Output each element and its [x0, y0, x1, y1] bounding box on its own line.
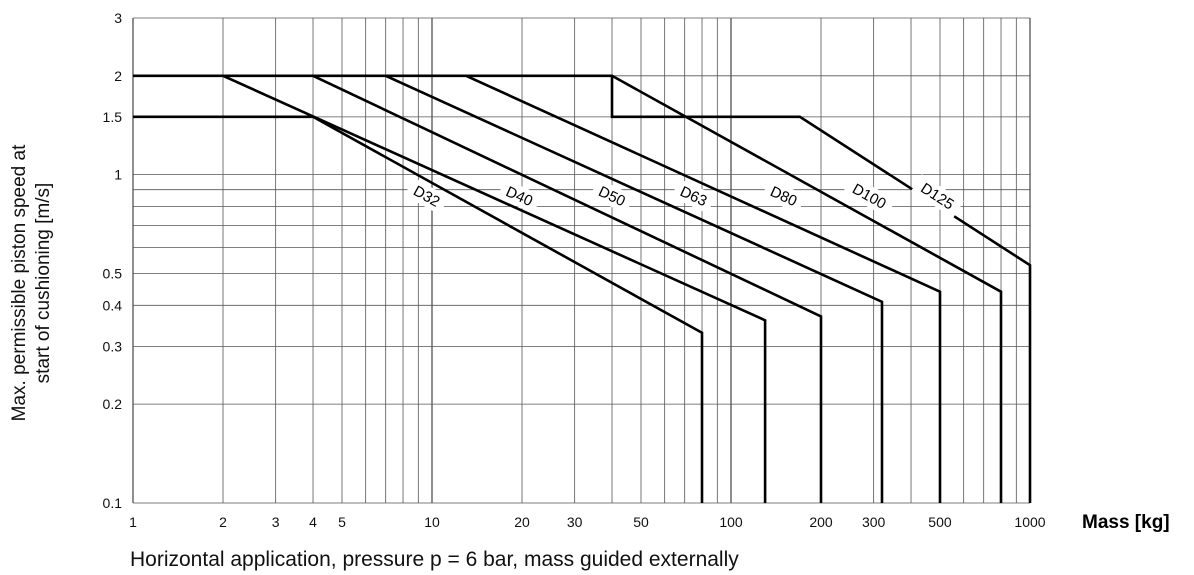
axis-ticks: 1 2 3 4 5 10 20 30 50 100 200 300 500 1000 0.1 0.2 0.3 0.… — [103, 10, 1046, 530]
y-tick-label: 1.5 — [103, 109, 123, 125]
series-line-d40 — [133, 74, 767, 503]
series-label-d80: D80 — [761, 178, 807, 214]
x-tick-label: 20 — [514, 514, 530, 530]
y-axis-label-line-1: Max. permissible piston speed at — [9, 144, 30, 421]
y-tick-label: 0.1 — [103, 495, 123, 511]
y-tick-label: 0.2 — [103, 396, 123, 412]
y-tick-label: 0.4 — [103, 297, 123, 313]
x-tick-label: 4 — [309, 514, 317, 530]
y-tick-label: 3 — [114, 10, 122, 26]
series-label-background — [842, 175, 897, 218]
y-tick-label: 1 — [114, 167, 122, 183]
y-axis-label-line-2: start of cushioning [m/s] — [33, 183, 54, 384]
x-tick-label: 5 — [338, 514, 346, 530]
y-tick-label: 2 — [114, 68, 122, 84]
series-line-d80 — [385, 74, 942, 503]
x-tick-label: 1 — [129, 514, 137, 530]
x-tick-label: 30 — [567, 514, 583, 530]
series-line-d125 — [610, 75, 1032, 503]
series-label-background — [910, 174, 964, 219]
x-tick-label: 50 — [633, 514, 649, 530]
grid — [132, 17, 1031, 504]
series-line-d100 — [466, 74, 1003, 503]
series-label-background — [671, 178, 716, 214]
series-lines — [133, 74, 1032, 503]
series-line-d32 — [133, 115, 704, 503]
x-tick-label: 3 — [272, 514, 280, 530]
series-label-background — [589, 178, 635, 214]
x-tick-label: 500 — [928, 514, 952, 530]
series-label-d100: D100 — [842, 175, 897, 218]
y-tick-label: 0.3 — [103, 338, 123, 354]
series-label-background — [761, 178, 807, 214]
series-label-background — [404, 177, 450, 215]
chart-caption: Horizontal application, pressure p = 6 b… — [130, 548, 739, 571]
x-tick-label: 200 — [809, 514, 833, 530]
x-tick-label: 10 — [424, 514, 440, 530]
x-tick-label: 100 — [719, 514, 743, 530]
series-label-d32: D32 — [404, 177, 450, 215]
x-axis-label: Mass [kg] — [1082, 512, 1170, 533]
x-tick-label: 2 — [219, 514, 227, 530]
x-tick-label: 1000 — [1014, 514, 1045, 530]
y-tick-label: 0.5 — [103, 265, 123, 281]
series-labels: D32 D40 D50 D63 D80 D100 D125 — [404, 174, 964, 219]
series-line-d63 — [313, 74, 884, 503]
series-label-d125: D125 — [910, 174, 964, 219]
series-line-d50 — [223, 74, 823, 503]
x-tick-label: 300 — [862, 514, 886, 530]
series-label-background — [497, 178, 542, 214]
